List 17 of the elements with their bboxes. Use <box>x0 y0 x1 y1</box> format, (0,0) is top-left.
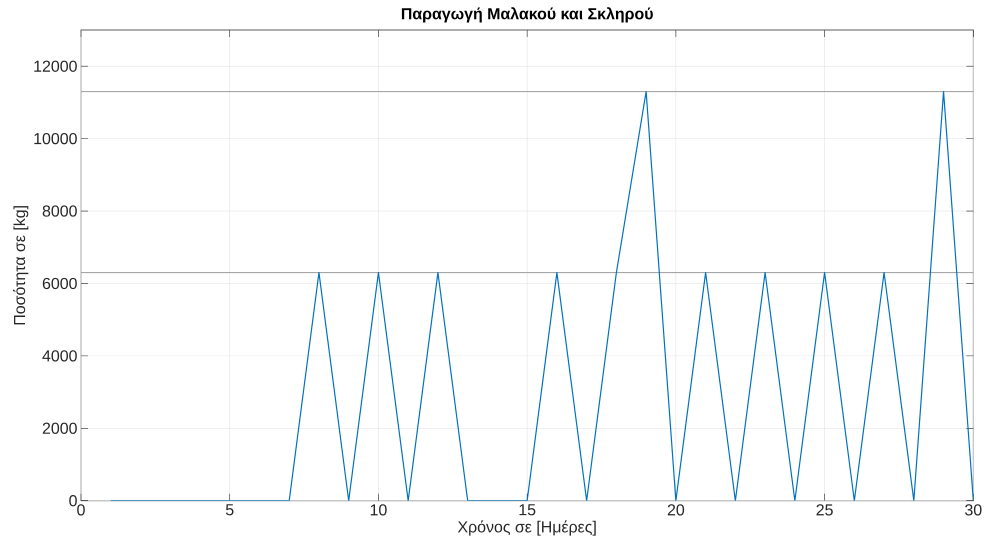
y-tick-label: 6000 <box>42 278 77 290</box>
x-tick-label: 30 <box>965 504 982 516</box>
x-tick-label: 20 <box>668 504 684 516</box>
x-tick-label: 5 <box>226 504 234 516</box>
x-tick-label: 10 <box>370 504 387 516</box>
x-axis-title: Χρόνος σε [Ημέρες] <box>458 520 596 536</box>
y-axis-title: Ποσότητα σε [kg] <box>13 206 28 324</box>
x-tick-label: 15 <box>520 504 536 516</box>
x-tick-label: 0 <box>77 504 85 516</box>
y-tick-label: 12000 <box>34 60 77 72</box>
y-tick-label: 4000 <box>42 350 77 362</box>
y-tick-label: 2000 <box>42 422 77 434</box>
y-tick-label: 0 <box>69 495 77 506</box>
x-tick-label: 25 <box>816 504 833 516</box>
y-tick-label: 8000 <box>42 205 77 217</box>
y-tick-label: 10000 <box>34 132 77 144</box>
chart-title: Παραγωγή Μαλακού και Σκληρού <box>402 7 653 23</box>
